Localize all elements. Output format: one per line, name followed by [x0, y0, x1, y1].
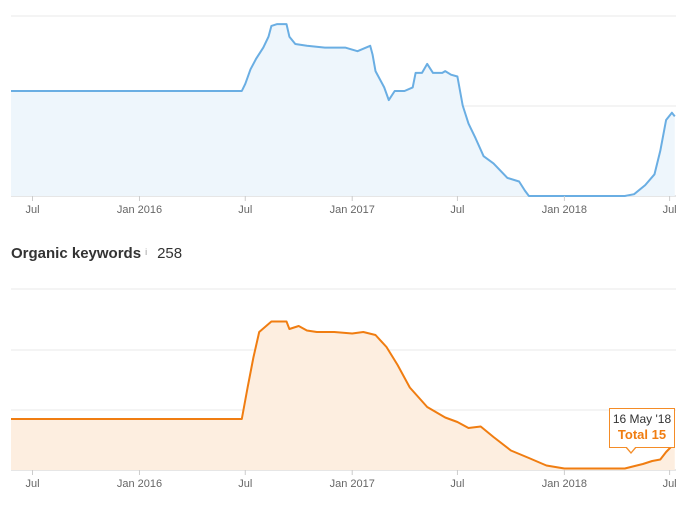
x-tick-label: Jan 2018 — [542, 204, 587, 216]
top-area-chart: Jul Jan 2016 Jul Jan 2017 Jul Jan 2018 Jul — [11, 15, 677, 216]
series-area-fill — [11, 321, 675, 470]
series-area-fill — [11, 24, 675, 196]
organic-keywords-area-chart: Jul Jan 2016 Jul Jan 2017 Jul Jan 2018 Jul — [11, 288, 677, 490]
series-line — [11, 23, 676, 197]
organic-keywords-header: Organic keywords i 258 — [11, 245, 182, 265]
tooltip-pointer — [625, 446, 637, 454]
x-tick-label: Jan 2018 — [542, 478, 587, 490]
x-tick-label: Jul — [238, 478, 252, 490]
x-tick-label: Jul — [25, 478, 39, 490]
x-tick-label: Jan 2016 — [117, 204, 162, 216]
tooltip-total: Total 15 — [617, 427, 667, 442]
x-tick-label: Jul — [663, 478, 677, 490]
x-tick-label: Jul — [25, 204, 39, 216]
x-tick-label: Jan 2017 — [330, 478, 375, 490]
x-tick-label: Jan 2017 — [330, 204, 375, 216]
organic-keywords-title: Organic keywords — [11, 245, 142, 262]
chart-tooltip: 16 May '18 Total 15 — [609, 408, 675, 448]
info-icon[interactable]: i — [145, 247, 148, 257]
series-line — [11, 320, 675, 470]
x-tick-label: Jul — [663, 204, 677, 216]
organic-keywords-count: 258 — [157, 245, 183, 262]
x-tick-label: Jan 2016 — [117, 478, 162, 490]
x-tick-label: Jul — [450, 478, 464, 490]
x-tick-label: Jul — [238, 204, 252, 216]
x-tick-label: Jul — [450, 204, 464, 216]
tooltip-date: 16 May '18 — [612, 412, 672, 426]
